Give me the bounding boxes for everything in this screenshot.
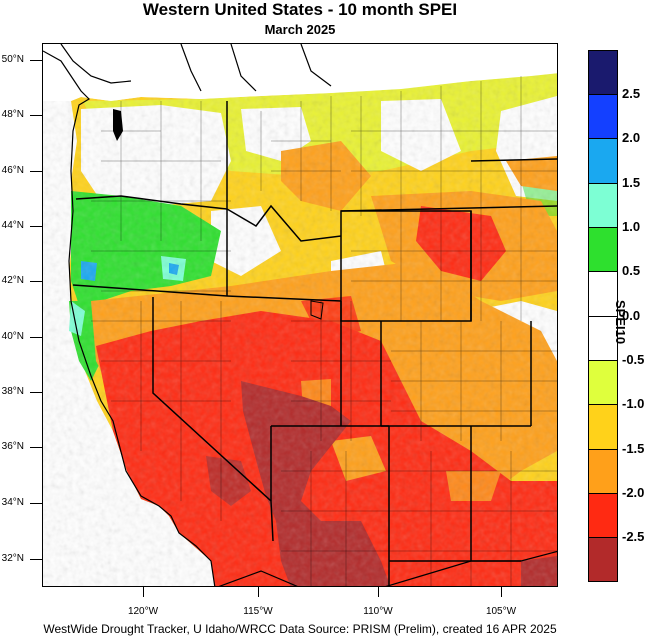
- legend-label: 0.5: [622, 263, 641, 278]
- legend-label: 1.0: [622, 219, 641, 234]
- lon-label: 105°W: [485, 606, 517, 617]
- lat-label: 40°N: [1, 331, 24, 342]
- legend-label: 2.0: [622, 130, 641, 145]
- lat-label: 48°N: [1, 109, 24, 120]
- lat-label: 42°N: [1, 275, 24, 286]
- lat-tick: [30, 392, 42, 393]
- lat-label: 46°N: [1, 165, 24, 176]
- lat-tick: [30, 281, 42, 282]
- legend-label: -0.5: [622, 352, 645, 367]
- spei-map-graphic: [43, 44, 557, 586]
- lat-tick: [30, 226, 42, 227]
- legend-swatch: [589, 361, 617, 405]
- color-legend: [588, 50, 618, 582]
- lat-tick: [30, 337, 42, 338]
- legend-swatch: [589, 51, 617, 95]
- footer-credit: WestWide Drought Tracker, U Idaho/WRCC D…: [43, 622, 557, 636]
- legend-swatch: [589, 494, 617, 538]
- legend-swatch: [589, 139, 617, 184]
- legend-swatch: [589, 450, 617, 494]
- lat-label: 50°N: [1, 54, 24, 65]
- legend-swatch: [589, 405, 617, 450]
- legend-swatch: [589, 317, 617, 361]
- lat-tick: [30, 447, 42, 448]
- lon-label: 115°W: [243, 606, 273, 617]
- legend-label: 2.5: [622, 86, 641, 101]
- lon-tick: [378, 587, 379, 597]
- lat-label: 36°N: [1, 441, 24, 452]
- legend-label: -1.0: [622, 396, 645, 411]
- legend-swatch: [589, 228, 617, 272]
- lon-label: 120°W: [127, 606, 159, 617]
- legend-label: -2.5: [622, 529, 645, 544]
- lon-tick: [143, 587, 144, 597]
- legend-label: -2.0: [622, 485, 645, 500]
- lon-label: 110°W: [363, 606, 393, 617]
- lat-tick: [30, 559, 42, 560]
- map-title: Western United States - 10 month SPEI: [142, 0, 458, 19]
- legend-label: 0.0: [622, 308, 641, 323]
- legend-title: SPEI10: [613, 300, 628, 345]
- lat-label: 44°N: [1, 220, 24, 231]
- legend-swatch: [589, 538, 617, 581]
- legend-swatch: [589, 95, 617, 139]
- map-subtitle: March 2025: [264, 22, 336, 37]
- lat-tick: [30, 60, 42, 61]
- spei-map: [42, 43, 558, 587]
- lat-label: 34°N: [1, 497, 24, 508]
- lat-label: 32°N: [1, 553, 24, 564]
- lat-label: 38°N: [1, 386, 24, 397]
- lat-tick: [30, 115, 42, 116]
- legend-swatch: [589, 272, 617, 317]
- lat-tick: [30, 171, 42, 172]
- legend-label: -1.5: [622, 441, 645, 456]
- lon-tick: [258, 587, 259, 597]
- lon-tick: [501, 587, 502, 597]
- lat-tick: [30, 503, 42, 504]
- legend-label: 1.5: [622, 175, 641, 190]
- legend-swatch: [589, 184, 617, 228]
